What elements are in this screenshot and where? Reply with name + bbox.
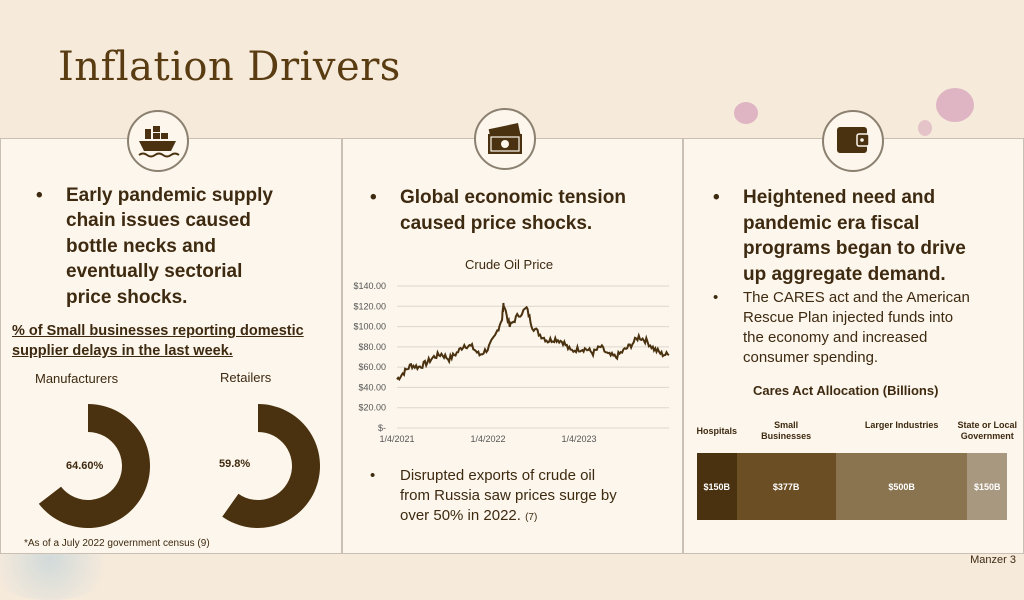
bullet-line: price shocks. [66,287,188,308]
cares-bar-segment: $150B [697,453,737,520]
sub-bullet-line: consumer spending. [743,349,879,366]
donut-slice [210,404,258,517]
y-tick-label: $100.00 [353,322,386,332]
x-tick-label: 1/4/2021 [379,434,414,444]
retailers-value: 59.8% [219,458,251,470]
wallet-icon [837,127,870,153]
cares-category-label: Larger Industries [864,420,939,430]
cares-category-label: Hospitals [696,426,737,436]
bullet-line: programs began to drive [743,238,966,259]
sub-bullet-line: the economy and increased [743,329,928,346]
x-tick-label: 1/4/2023 [561,434,596,444]
sub-bullet-line: Disrupted exports of crude oil [400,467,596,484]
sub-bullet-line: The CARES act and the American [743,289,970,306]
aggregate-demand-bullet: • Heightened need and pandemic era fisca… [713,185,966,287]
bullet-line: chain issues caused [66,210,251,231]
sub-bullet-line: from Russia saw prices surge by [400,487,617,504]
slide-title: Inflation Drivers [58,44,401,90]
cares-bar-segment: $150B [967,453,1007,520]
global-tension-bullet: • Global economic tension caused price s… [370,185,626,236]
crude-oil-line [396,302,670,382]
census-footnote: *As of a July 2022 government census (9) [24,538,210,549]
watercolor-blot [918,120,932,136]
crude-oil-chart: $- $20.00 $40.00 $60.00 $80.00 $100.00 $120.00… [353,281,670,444]
sub-bullet-line: over 50% in 2022. [400,507,521,524]
watercolor-blot [936,88,974,122]
retailers-donut [210,404,320,528]
slide-footer: Manzer 3 [970,554,1016,566]
citation: (7) [525,512,538,523]
y-tick-label: $80.00 [358,342,386,352]
bullet-line: bottle necks and [66,236,216,257]
survey-heading: % of Small businesses reporting domestic… [12,321,304,361]
donut-slice [222,404,320,528]
donut-slice [38,404,150,528]
y-tick-label: $140.00 [353,281,386,291]
global-tension-panel [342,138,683,554]
cares-bar-segment: $500B [835,453,968,520]
bullet-line: eventually sectorial [66,261,243,282]
donut-slice [30,404,88,504]
oil-sub-bullet: • Disrupted exports of crude oil from Ru… [370,467,617,524]
wallet-icon-circle [822,110,884,172]
y-tick-label: $60.00 [358,362,386,372]
y-tick-label: $120.00 [353,301,386,311]
y-tick-label: $- [378,423,386,433]
manufacturers-label: Manufacturers [35,371,119,386]
bullet-line: Early pandemic supply [66,185,273,206]
bullet-line: Heightened need and [743,187,936,208]
bullet-line: Global economic tension [400,187,626,208]
bullet-line: caused price shocks. [400,212,593,234]
oil-chart-title: Crude Oil Price [465,257,554,272]
bullet-line: up aggregate demand. [743,263,946,285]
retailers-label: Retailers [220,370,272,385]
cares-bar-segment: $377B [736,453,836,520]
survey-heading-line: % of Small businesses reporting domestic [12,323,304,339]
cares-category-label: Small Businesses [761,420,812,441]
bullet-line: pandemic era fiscal [743,212,920,234]
cargo-ship-icon-circle [127,110,189,172]
cares-sub-bullet: • The CARES act and the American Rescue … [713,289,970,366]
cargo-ship-icon [138,126,180,158]
money-bill-icon-circle [474,108,536,170]
y-tick-label: $40.00 [358,382,386,392]
cares-chart-title: Cares Act Allocation (Billions) [753,383,939,398]
sub-bullet-line: Rescue Plan injected funds into [743,309,954,326]
manufacturers-value: 64.60% [66,460,104,472]
survey-heading-line: supplier delays in the last week. [12,343,233,359]
x-tick-label: 1/4/2022 [470,434,505,444]
watercolor-blot [734,102,758,124]
cares-category-label: State or Local Government [957,420,1017,441]
y-tick-label: $20.00 [358,403,386,413]
money-bill-icon [488,123,522,154]
manufacturers-donut [30,404,150,528]
